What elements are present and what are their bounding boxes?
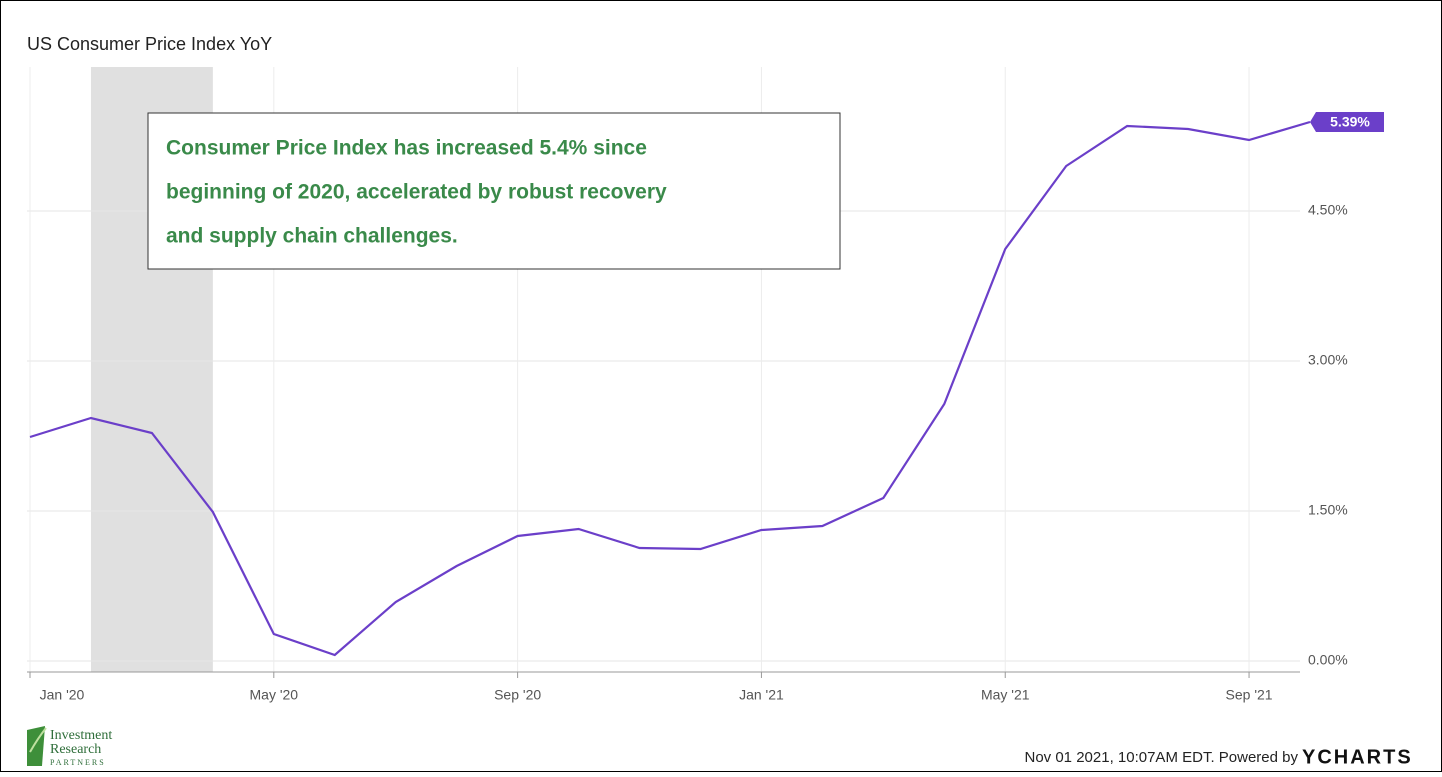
timestamp: Nov 01 2021, 10:07AM EDT. Powered by — [1025, 749, 1299, 766]
logo-text: Investment — [50, 728, 112, 743]
y-tick-label: 4.50% — [1308, 202, 1348, 218]
y-tick-label: 3.00% — [1308, 352, 1348, 368]
annotation-box — [147, 112, 841, 270]
annotation-line: Consumer Price Index has increased 5.4% … — [166, 137, 647, 160]
annotation-line: and supply chain challenges. — [166, 225, 458, 248]
x-tick-label: Jan '21 — [739, 687, 784, 703]
y-tick-label: 1.50% — [1308, 502, 1348, 518]
logo-text: Research — [50, 742, 101, 757]
x-tick-label: Sep '20 — [494, 687, 541, 703]
logo: Investment Research PARTNERS — [27, 726, 112, 767]
data-line — [29, 120, 1311, 657]
annotation-line: beginning of 2020, accelerated by robust… — [166, 181, 667, 204]
value-tag — [1310, 112, 1384, 132]
brand: YCHARTS — [1302, 746, 1413, 768]
y-tick-label: 0.00% — [1308, 652, 1348, 668]
x-tick-label: Sep '21 — [1226, 687, 1273, 703]
logo-text: PARTNERS — [50, 758, 106, 767]
logo-vein — [29, 727, 47, 753]
x-tick-label: May '21 — [981, 687, 1030, 703]
x-tick-label: Jan '20 — [40, 687, 85, 703]
value-label: 5.39% — [1330, 114, 1370, 130]
chart-title: US Consumer Price Index YoY — [27, 34, 272, 54]
x-tick-label: May '20 — [250, 687, 299, 703]
